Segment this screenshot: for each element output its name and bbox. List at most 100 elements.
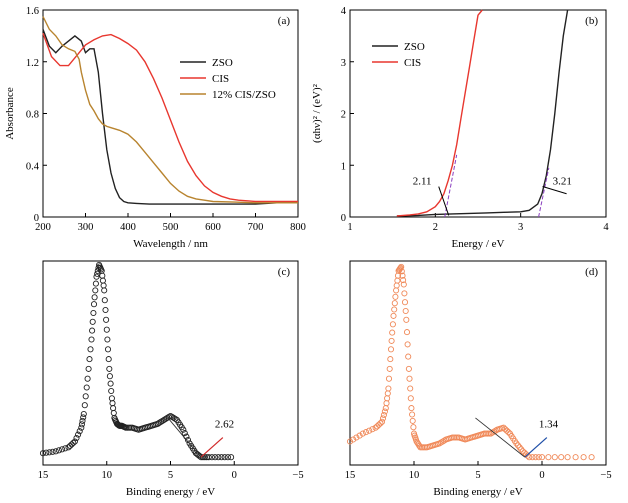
panel-c-series-0-point — [169, 413, 176, 420]
panel-d-series-0-point — [387, 356, 394, 363]
panel-b-ytick-label: 3 — [341, 58, 346, 69]
panel-b-xtick-label: 3 — [518, 222, 523, 233]
panel-b-ytick-label: 2 — [341, 110, 346, 121]
panel-c-series-0-point — [46, 449, 53, 456]
panel-d-series-0-point — [366, 427, 373, 434]
panel-c-series-0-point — [82, 393, 89, 400]
panel-c-series-0-point — [212, 454, 219, 461]
panel-d-series-0-point — [378, 418, 386, 425]
panel-c-xtick-label: 5 — [168, 470, 173, 481]
panel-c-series-0-point — [92, 280, 99, 287]
panel-d-xtick-label: 15 — [345, 470, 356, 481]
panel-a-legend-entry: ZSO — [212, 57, 233, 69]
panel-b-tangent-line — [538, 167, 550, 218]
panel-d-series-0-point — [538, 454, 546, 461]
panel-d-series-0-point — [346, 438, 354, 445]
panel-d-series-0-point — [385, 385, 392, 392]
panel-d-series-0-point — [407, 385, 414, 392]
panel-d-series-0-point — [375, 421, 382, 428]
panel-c-series-0-point — [102, 306, 109, 314]
panel-c-xtick-label: 10 — [102, 470, 113, 481]
panel-d-series-0-point — [406, 375, 413, 382]
panel-c-series-0-point — [181, 430, 188, 437]
panel-b-xlabel: Energy / eV — [452, 238, 505, 250]
panel-a-xtick-label: 400 — [120, 222, 136, 233]
panel-c-series-0-point — [101, 287, 108, 294]
panel-a-ytick-label: 0.8 — [26, 110, 39, 121]
panel-a-ylabel: Absorbance — [4, 87, 16, 140]
panel-d-series-0-point — [374, 423, 381, 430]
panel-c-xlabel: Binding energy / eV — [126, 486, 215, 498]
panel-d-series-0-point — [403, 329, 411, 336]
panel-c-series-0-point — [78, 421, 85, 428]
panel-d-series-0-point — [390, 312, 397, 319]
panel-c-xtick-label: 0 — [232, 470, 237, 481]
panel-c-series-0-point — [67, 442, 74, 449]
panel-d-xtick-label: 5 — [475, 470, 480, 481]
panel-d-series-0-point — [404, 341, 411, 348]
panel-c-annotation: 2.62 — [215, 419, 234, 431]
panel-a-xtick-label: 300 — [78, 222, 94, 233]
panel-c-series-0-point — [80, 410, 87, 418]
panel-d-series-0-point — [394, 277, 401, 284]
panel-d-series-0-point — [572, 454, 579, 461]
panel-c-series-0-point — [201, 454, 208, 461]
panel-d-series-0-point — [356, 432, 363, 439]
panel-d-series-0-point — [564, 454, 571, 461]
panel-c-series-0-point — [218, 454, 225, 461]
panel-d-xlabel: Binding energy / eV — [433, 486, 522, 498]
panel-c-series-0-point — [65, 444, 72, 451]
panel-d-series-0-point — [362, 429, 370, 436]
panel-c-series-0-point — [107, 380, 114, 387]
panel-c-series-0-point — [184, 436, 192, 444]
panel-c-tangent-line — [167, 417, 202, 458]
panel-d-series-0-point — [388, 337, 395, 344]
panel-d-series-0-point — [389, 321, 396, 328]
panel-c-series-0-point — [101, 297, 108, 304]
panel-b-annotation: 3.21 — [553, 176, 572, 188]
panel-c-series-0-point — [94, 270, 101, 277]
panel-b-tangent-line — [444, 154, 458, 218]
panel-c-series-0-point — [106, 365, 113, 372]
panel-c-series-0-point — [89, 318, 96, 325]
panel-d-series-0-point — [377, 420, 384, 427]
panel-a-label: (a) — [278, 15, 291, 27]
panel-b-xtick-label: 4 — [603, 222, 609, 233]
panel-b-legend-entry: ZSO — [404, 41, 425, 53]
panel-d-series-0-point — [391, 306, 398, 313]
panel-d-series-0-point — [551, 454, 558, 461]
panel-d-series-0-point — [392, 293, 399, 300]
panel-d-xtick-label: −5 — [600, 470, 611, 481]
panel-c-series-0-point — [110, 405, 117, 412]
panel-c-series-0-point — [228, 454, 235, 461]
panel-c-series-0-point — [78, 424, 85, 431]
panel-d-series-0-point — [490, 428, 498, 435]
panel-c-series-0-point — [104, 336, 111, 343]
panel-d-series-0-point — [402, 307, 409, 315]
panel-d-series-0-point — [398, 268, 405, 275]
panel-c-series-0-point — [90, 309, 97, 317]
panel-d-series-0-point — [401, 299, 409, 306]
panel-c-series-0-point — [55, 447, 62, 454]
panel-c-series-0-point — [170, 414, 177, 421]
panel-a-series-12-cis-zso-line — [42, 16, 298, 204]
panel-d-series-0-point — [384, 395, 391, 402]
panel-c-series-0-point — [85, 365, 92, 372]
panel-c-series-0-point — [159, 417, 166, 424]
panel-b-label: (b) — [585, 15, 598, 27]
panel-d-series-0-point — [514, 442, 522, 449]
panel-c-series-0-point — [76, 428, 83, 435]
panel-c-label: (c) — [278, 266, 291, 278]
panel-a-ytick-label: 0.4 — [26, 161, 40, 172]
panel-d-series-0-point — [393, 282, 400, 289]
panel-d-series-0-point — [386, 365, 393, 372]
panel-d-series-0-point — [400, 277, 407, 284]
panel-b-xtick-label: 2 — [433, 222, 438, 233]
panel-d-series-0-point — [505, 429, 512, 436]
panel-d-series-0-point — [353, 434, 360, 441]
panel-c-series-0-point — [86, 356, 93, 363]
panel-d-series-0-point — [529, 454, 536, 461]
panel-d-series-0-point — [580, 454, 587, 461]
panel-d-annotation: 1.34 — [539, 419, 559, 431]
panel-d-series-0-point — [545, 454, 552, 461]
